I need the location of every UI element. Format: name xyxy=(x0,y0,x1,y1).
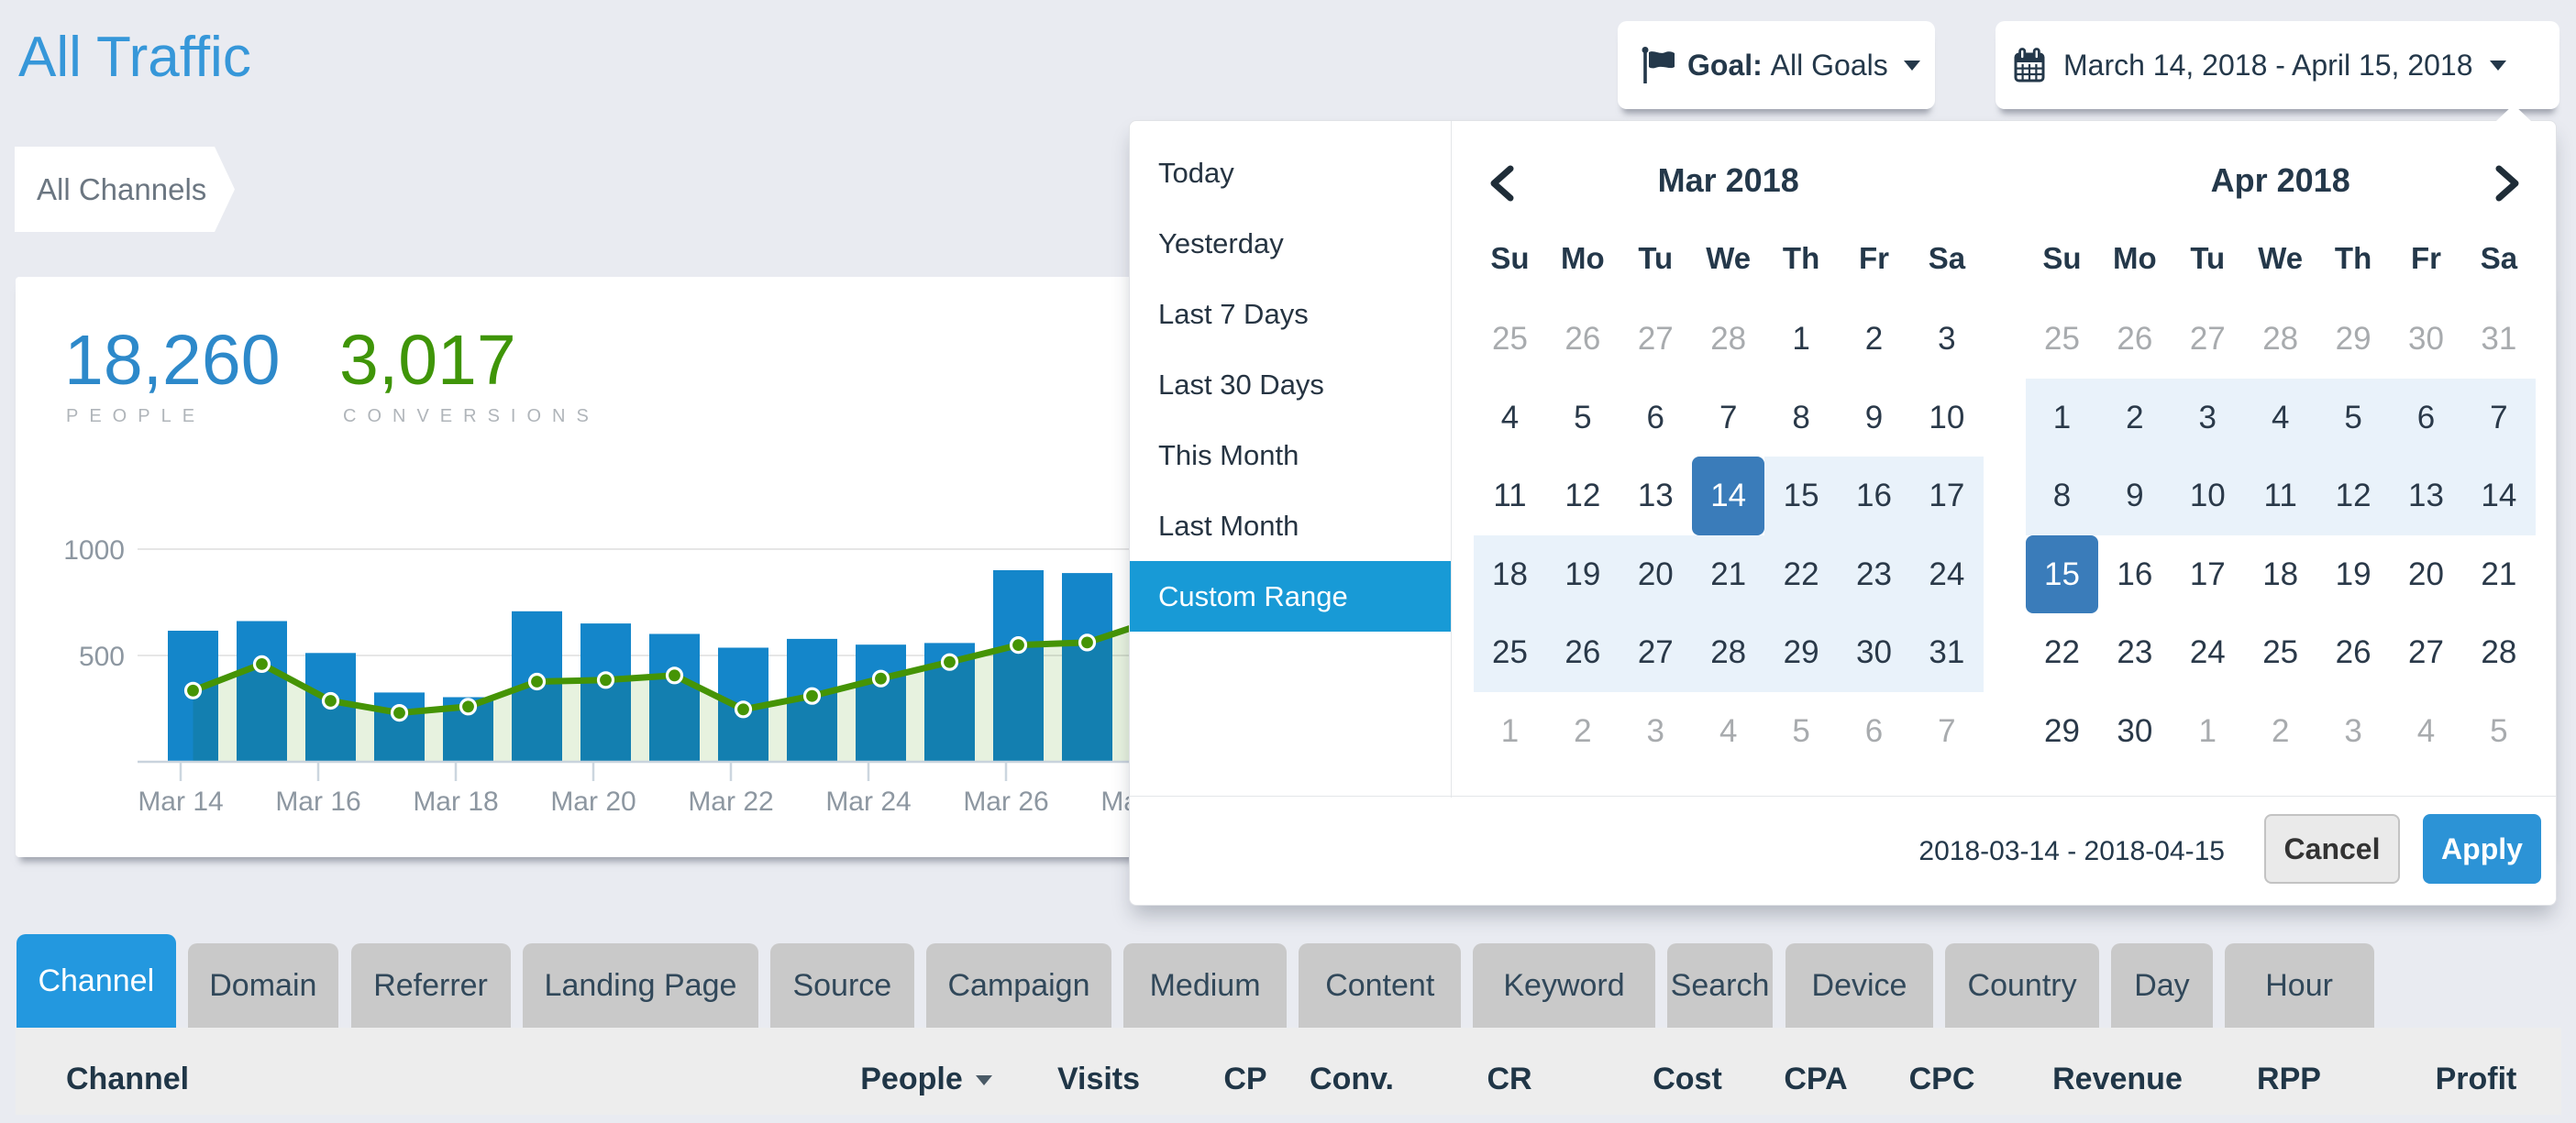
svg-text:All Channels: All Channels xyxy=(37,172,206,206)
